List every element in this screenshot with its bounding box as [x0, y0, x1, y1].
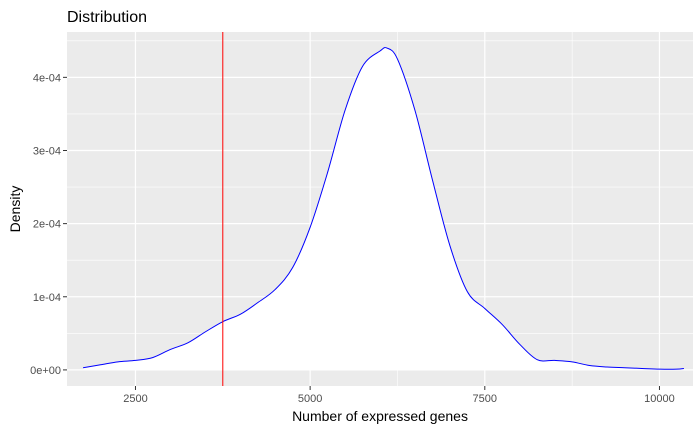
- x-tick-label: 2500: [123, 393, 147, 405]
- series-layer: [82, 47, 684, 370]
- density-line: [82, 47, 684, 370]
- y-tick-label: 2e-04: [33, 219, 61, 231]
- y-axis: 0e+00 1e-04 2e-04 3e-04 4e-04: [30, 72, 67, 377]
- x-tick-label: 10000: [644, 393, 675, 405]
- chart-title: Distribution: [67, 9, 147, 26]
- x-tick-label: 5000: [298, 393, 322, 405]
- density-area: [83, 47, 684, 370]
- x-tick-label: 7500: [473, 393, 497, 405]
- y-tick-label: 3e-04: [33, 145, 61, 157]
- x-axis-title: Number of expressed genes: [292, 408, 468, 424]
- y-tick-label: 4e-04: [33, 72, 61, 84]
- x-axis: 2500 5000 7500 10000: [123, 386, 675, 405]
- y-tick-label: 0e+00: [30, 365, 61, 377]
- y-tick-label: 1e-04: [33, 292, 61, 304]
- y-axis-title: Density: [7, 186, 23, 233]
